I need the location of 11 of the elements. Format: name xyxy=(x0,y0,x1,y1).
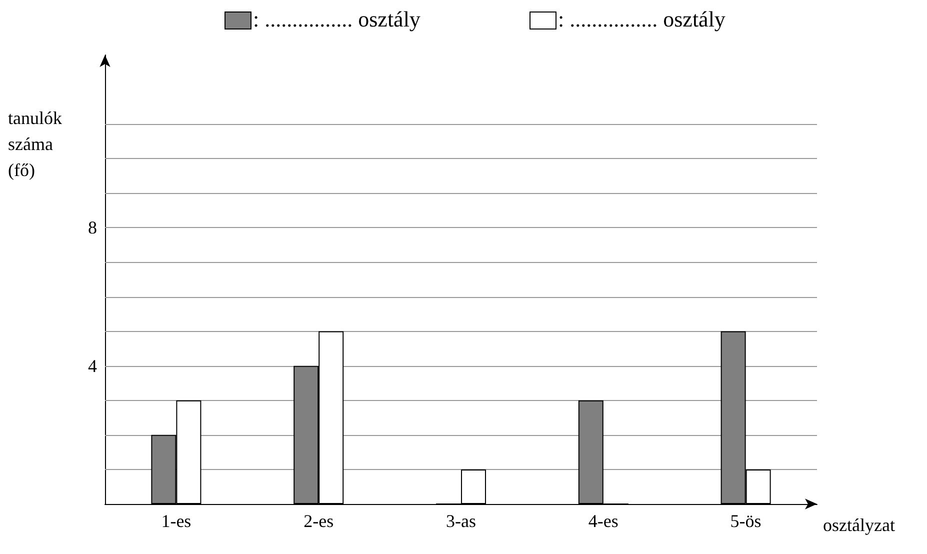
x-tick-label: 2-es xyxy=(304,511,334,531)
legend-label: : ................ osztály xyxy=(253,6,420,32)
legend-label: : ................ osztály xyxy=(558,6,726,32)
x-axis-title: osztályzat xyxy=(823,515,895,535)
y-tick-label: 8 xyxy=(88,218,97,238)
x-tick-label: 1-es xyxy=(161,511,192,531)
x-tick-label: 3-as xyxy=(446,511,476,531)
y-axis-title: tanulók száma (fő) xyxy=(8,108,62,180)
x-tick-label: 5-ös xyxy=(730,511,762,531)
x-tick-label: 4-es xyxy=(588,511,618,531)
y-tick-label: 4 xyxy=(88,356,97,376)
